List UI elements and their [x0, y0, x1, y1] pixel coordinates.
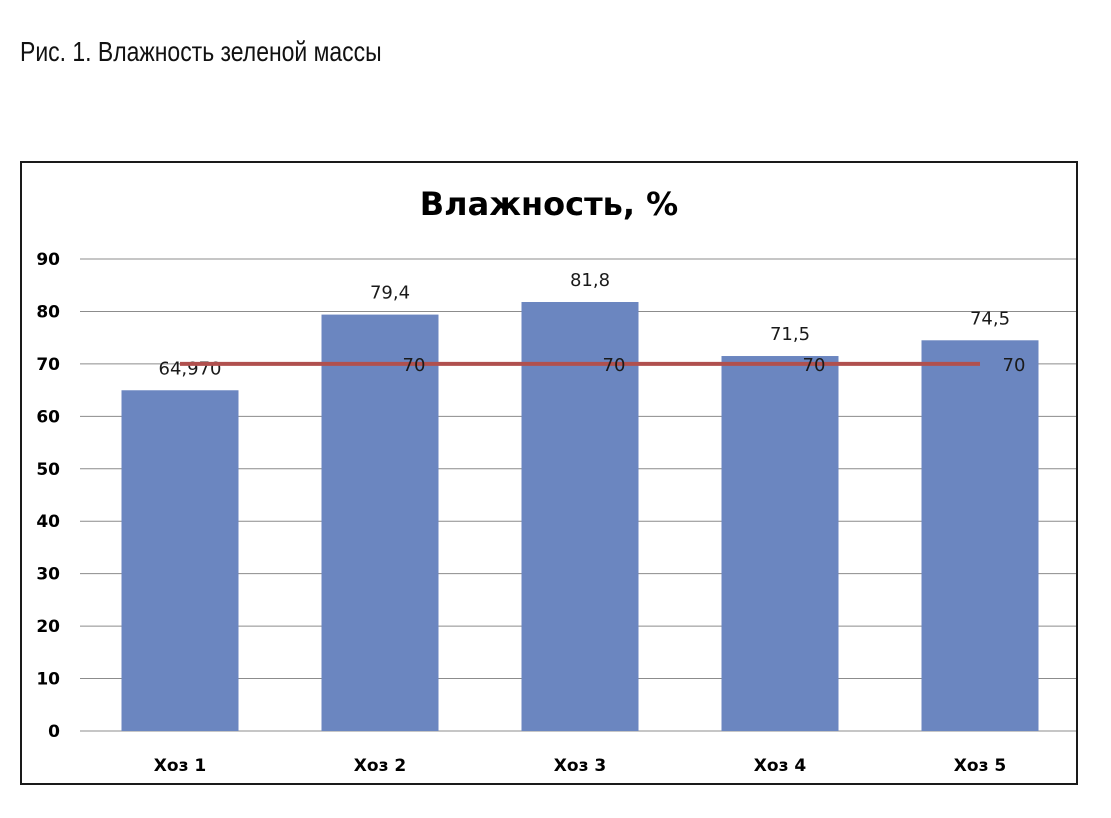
bar-data-label: 64,970 — [159, 358, 222, 379]
line-data-label: 70 — [1003, 355, 1026, 376]
y-tick-label: 40 — [36, 512, 60, 532]
bar — [321, 314, 439, 731]
y-tick-label: 60 — [36, 407, 60, 427]
y-tick-label: 50 — [36, 460, 60, 480]
chart-plot: 0 10 20 30 40 50 60 70 80 90 64,970 79,4 81,8 71,5 74,… — [36, 250, 1076, 776]
line-data-label: 70 — [803, 355, 826, 376]
chart-frame: Влажность, % 0 10 20 30 40 50 60 70 80 90 64,970 79… — [20, 161, 1078, 785]
bar-data-label: 79,4 — [370, 283, 410, 304]
bar-data-label: 81,8 — [570, 270, 610, 291]
bar-data-label: 74,5 — [970, 308, 1010, 329]
y-tick-label: 10 — [36, 670, 60, 690]
bar — [121, 390, 239, 731]
y-tick-label: 0 — [48, 722, 60, 742]
bar-data-label: 71,5 — [770, 324, 810, 345]
figure-caption: Рис. 1. Влажность зеленой массы — [20, 36, 382, 67]
y-tick-label: 20 — [36, 617, 60, 637]
x-tick-label: Хоз 5 — [954, 756, 1006, 776]
bar — [521, 302, 639, 731]
bar — [721, 356, 839, 731]
y-tick-label: 70 — [36, 355, 60, 375]
x-tick-label: Хоз 3 — [554, 756, 606, 776]
line-data-label: 70 — [403, 355, 426, 376]
x-tick-label: Хоз 1 — [154, 756, 206, 776]
y-tick-label: 80 — [36, 302, 60, 322]
bar — [921, 340, 1039, 731]
line-data-label: 70 — [603, 355, 626, 376]
y-tick-label: 90 — [36, 250, 60, 270]
x-tick-label: Хоз 2 — [354, 756, 406, 776]
x-tick-label: Хоз 4 — [754, 756, 807, 776]
y-tick-label: 30 — [36, 565, 60, 585]
chart-title: Влажность, % — [419, 185, 679, 223]
